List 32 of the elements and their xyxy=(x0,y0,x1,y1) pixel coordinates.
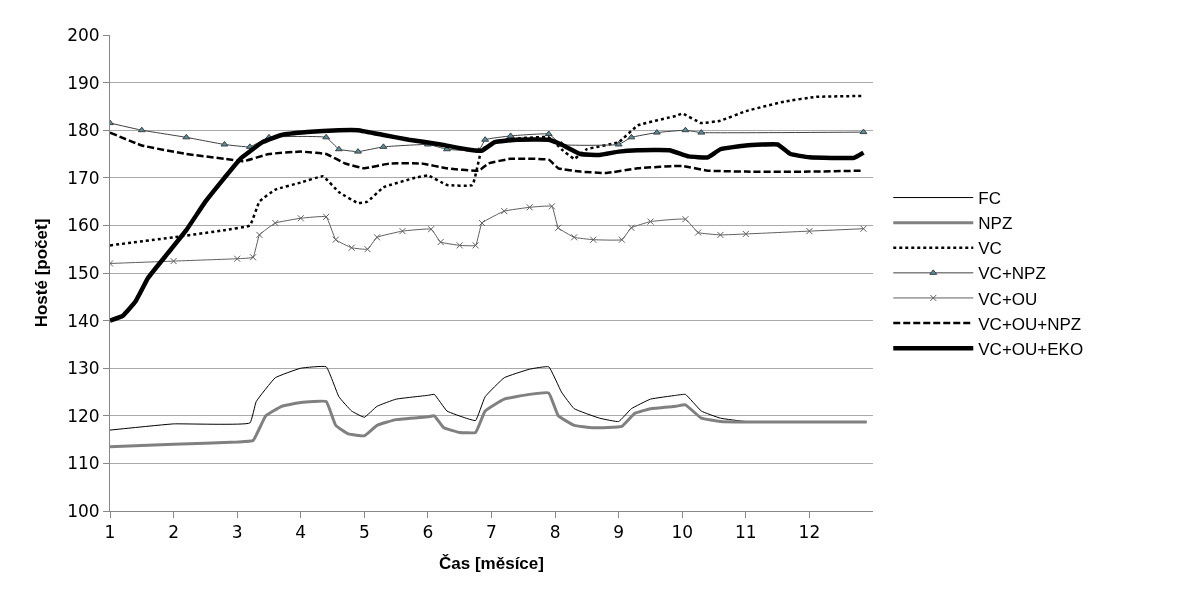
legend-label: VC+NPZ xyxy=(978,264,1046,284)
x-tick-label: 2 xyxy=(168,522,179,543)
x-tick-label: 3 xyxy=(231,522,243,543)
legend-label: NPZ xyxy=(978,214,1013,234)
x-axis-title: Čas [měsíce] xyxy=(439,553,544,573)
legend-label: VC+OU+EKO xyxy=(978,339,1084,359)
x-tick-label: 5 xyxy=(358,522,370,543)
legend-label: VC+OU xyxy=(978,289,1038,309)
y-tick-label: 180 xyxy=(67,120,100,141)
x-tick-label: 8 xyxy=(549,522,561,543)
y-tick-label: 130 xyxy=(67,358,100,379)
y-tick-label: 160 xyxy=(67,215,100,236)
y-axis-title: Hosté [počet] xyxy=(31,218,51,328)
legend-label: VC xyxy=(978,239,1002,259)
y-tick-label: 100 xyxy=(67,500,100,521)
y-tick-label: 120 xyxy=(67,405,100,426)
y-tick-label: 200 xyxy=(67,24,100,45)
x-tick-label: 9 xyxy=(613,522,625,543)
y-tick-label: 150 xyxy=(67,262,100,283)
x-tick-label: 4 xyxy=(295,522,307,543)
y-tick-label: 110 xyxy=(67,453,100,474)
x-tick-label: 6 xyxy=(422,522,434,543)
x-tick-label: 12 xyxy=(798,522,821,543)
x-tick-label: 11 xyxy=(735,522,757,543)
x-tick-label: 10 xyxy=(671,522,694,543)
legend-label: FC xyxy=(978,189,1001,209)
x-tick-label: 1 xyxy=(104,522,116,543)
x-tick-label: 7 xyxy=(486,522,497,543)
y-tick-label: 190 xyxy=(67,72,100,93)
y-tick-label: 140 xyxy=(67,310,100,331)
y-tick-label: 170 xyxy=(67,167,100,188)
legend-label: VC+OU+NPZ xyxy=(978,314,1082,334)
